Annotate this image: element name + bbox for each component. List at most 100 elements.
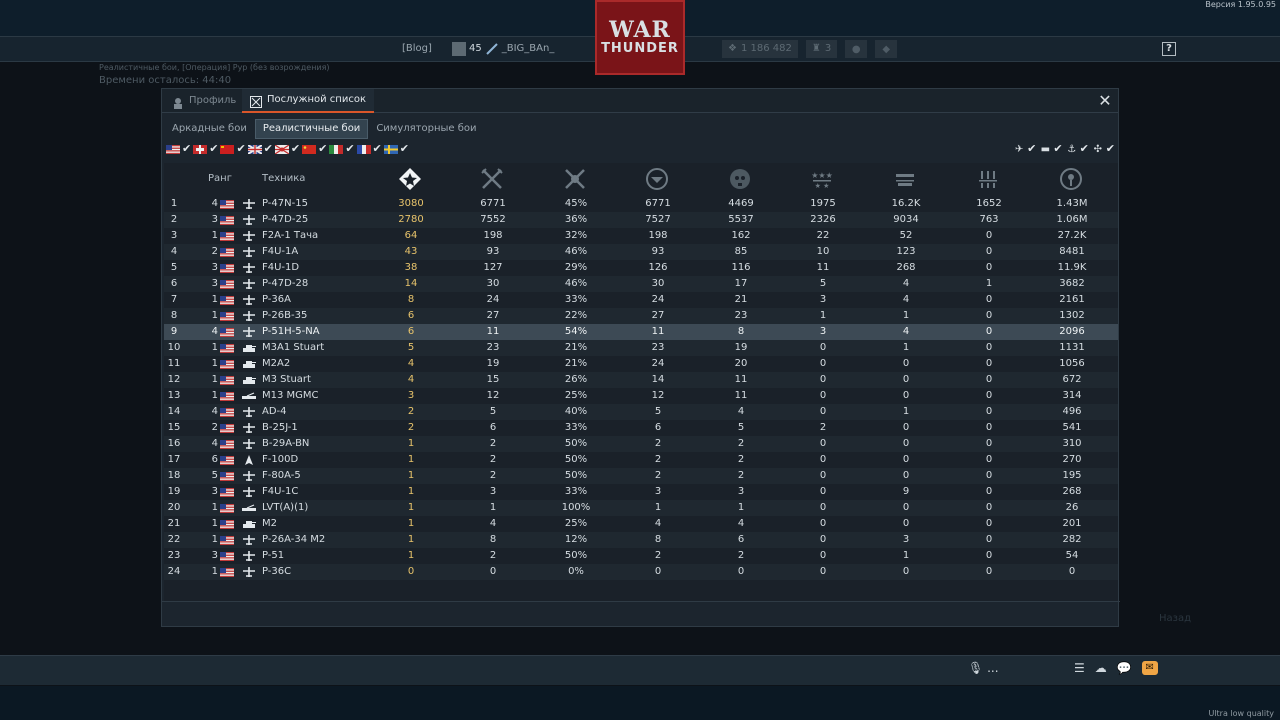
war-thunder-logo[interactable]: WAR THUNDER — [595, 0, 685, 75]
vehicle-name[interactable]: AD-4 — [262, 406, 287, 417]
aircraft-icon[interactable]: ✈ — [1014, 143, 1024, 155]
table-row[interactable]: 21 1 M2 1 4 25% 4 4 0 0 0 201 — [164, 516, 1118, 532]
china-flag-icon[interactable] — [302, 144, 317, 154]
table-row[interactable]: 14 4 AD-4 2 5 40% 5 4 0 1 0 496 — [164, 404, 1118, 420]
help-button[interactable]: ? — [1162, 42, 1176, 56]
aircraft-checkmark-icon[interactable]: ✔ — [1027, 142, 1037, 155]
naval-kills-icon[interactable] — [976, 167, 1000, 191]
vehicle-name[interactable]: P-26A-34 M2 — [262, 534, 326, 545]
table-row[interactable]: 12 1 M3 Stuart 4 15 26% 14 11 0 0 0 672 — [164, 372, 1118, 388]
tank-checkmark-icon[interactable]: ✔ — [1053, 142, 1063, 155]
germany-flag-icon[interactable] — [193, 144, 208, 154]
kills-icon[interactable] — [728, 167, 752, 191]
vehicle-name[interactable]: B-29A-BN — [262, 438, 310, 449]
back-link[interactable]: Назад — [1159, 613, 1192, 624]
italy-flag-icon[interactable] — [329, 144, 344, 154]
britain-checkmark-icon[interactable]: ✔ — [263, 142, 273, 155]
vehicle-name[interactable]: F-80A-5 — [262, 470, 301, 481]
vehicle-name[interactable]: M2 — [262, 518, 277, 529]
vehicle-name[interactable]: M2A2 — [262, 358, 291, 369]
shop-icon[interactable]: ◆ — [875, 40, 898, 58]
table-row[interactable]: 16 4 B-29A-BN 1 2 50% 2 2 0 0 0 310 — [164, 436, 1118, 452]
france-flag-icon[interactable] — [356, 144, 371, 154]
vehicle-name[interactable]: P-26B-35 — [262, 310, 308, 321]
win-rate-icon[interactable] — [563, 167, 587, 191]
italy-checkmark-icon[interactable]: ✔ — [345, 142, 355, 155]
deaths-icon[interactable] — [645, 167, 669, 191]
col-vehicle-header[interactable]: Техника — [262, 173, 306, 184]
ship-icon[interactable]: ⚓ — [1067, 143, 1077, 155]
close-button[interactable]: ✕ — [1098, 91, 1112, 110]
table-row[interactable]: 5 3 F4U-1D 38 127 29% 126 116 11 268 0 11.9K — [164, 260, 1118, 276]
mail-icon[interactable]: ✉ — [1141, 661, 1158, 675]
vehicle-name[interactable]: P-51 — [262, 550, 285, 561]
ground-kills-icon[interactable] — [893, 167, 917, 191]
voice-chat[interactable]: 🎙 ... — [968, 661, 999, 675]
vehicle-name[interactable]: M3A1 Stuart — [262, 342, 325, 353]
list-icon[interactable]: ☰ — [1074, 661, 1085, 675]
vehicle-name[interactable]: P-51H-5-NA — [262, 326, 320, 337]
table-row[interactable]: 23 3 P-51 1 2 50% 2 2 0 1 0 54 — [164, 548, 1118, 564]
table-row[interactable]: 18 5 F-80A-5 1 2 50% 2 2 0 0 0 195 — [164, 468, 1118, 484]
table-row[interactable]: 20 1 LVT(A)(1) 1 1 100% 1 1 0 0 0 26 — [164, 500, 1118, 516]
table-row[interactable]: 11 1 M2A2 4 19 21% 24 20 0 0 0 1056 — [164, 356, 1118, 372]
table-row[interactable]: 13 1 M13 MGMC 3 12 25% 12 11 0 0 0 314 — [164, 388, 1118, 404]
vehicle-name[interactable]: M3 Stuart — [262, 374, 311, 385]
britain-flag-icon[interactable] — [247, 144, 262, 154]
table-row[interactable]: 6 3 P-47D-28 14 30 46% 30 17 5 4 1 3682 — [164, 276, 1118, 292]
helicopter-checkmark-icon[interactable]: ✔ — [1105, 142, 1115, 155]
col-rank-header[interactable]: Ранг — [208, 173, 232, 184]
pin-icon[interactable]: ● — [845, 40, 868, 58]
helicopter-icon[interactable]: ✣ — [1093, 143, 1102, 155]
tank-icon[interactable]: ▬ — [1040, 143, 1051, 155]
vehicle-name[interactable]: P-47D-25 — [262, 214, 309, 225]
tab-realistic[interactable]: Реалистичные бои — [254, 119, 369, 139]
ussr-checkmark-icon[interactable]: ✔ — [236, 142, 246, 155]
victories-icon[interactable] — [398, 167, 422, 191]
table-row[interactable]: 9 4 P-51H-5-NA 6 11 54% 11 8 3 4 0 2096 — [164, 324, 1118, 340]
tab-service-record[interactable]: Послужной список — [242, 89, 374, 113]
table-row[interactable]: 4 2 F4U-1A 43 93 46% 93 85 10 123 0 8481 — [164, 244, 1118, 260]
blog-link[interactable]: [Blog] — [402, 43, 432, 54]
air-kills-icon[interactable]: ★★★ ★ ★ — [810, 167, 834, 191]
vehicle-name[interactable]: P-36A — [262, 294, 291, 305]
chat-icon[interactable]: 💬 — [1116, 661, 1132, 675]
vehicle-name[interactable]: F4U-1D — [262, 262, 300, 273]
vehicle-name[interactable]: P-36C — [262, 566, 292, 577]
table-row[interactable]: 10 1 M3A1 Stuart 5 23 21% 23 19 0 1 0 1131 — [164, 340, 1118, 356]
japan-checkmark-icon[interactable]: ✔ — [290, 142, 301, 155]
player-info[interactable]: 45 _BIG_BAn_ — [452, 40, 554, 58]
japan-flag-icon[interactable] — [274, 144, 289, 154]
china-checkmark-icon[interactable]: ✔ — [318, 142, 328, 155]
table-row[interactable]: 19 3 F4U-1C 1 3 33% 3 3 0 9 0 268 — [164, 484, 1118, 500]
vehicle-name[interactable]: F4U-1C — [262, 486, 299, 497]
table-row[interactable]: 1 4 P-47N-15 3080 6771 45% 6771 4469 1975 16.2K 16… — [164, 196, 1118, 212]
table-row[interactable]: 17 6 F-100D 1 2 50% 2 2 0 0 0 270 — [164, 452, 1118, 468]
silver-lions[interactable]: ❖ 1 186 482 — [722, 40, 798, 58]
france-checkmark-icon[interactable]: ✔ — [372, 142, 382, 155]
sweden-flag-icon[interactable] — [383, 144, 398, 154]
table-row[interactable]: 24 1 P-36C 0 0 0% 0 0 0 0 0 0 — [164, 564, 1118, 580]
vehicle-name[interactable]: F2A-1 Тача — [262, 230, 319, 241]
table-row[interactable]: 8 1 P-26B-35 6 27 22% 27 23 1 1 0 1302 — [164, 308, 1118, 324]
score-icon[interactable] — [1059, 167, 1083, 191]
usa-checkmark-icon[interactable]: ✔ — [182, 142, 192, 155]
vehicle-name[interactable]: F4U-1A — [262, 246, 299, 257]
vehicle-name[interactable]: LVT(A)(1) — [262, 502, 309, 513]
tab-simulator[interactable]: Симуляторные бои — [376, 123, 477, 134]
squad-icon[interactable]: ☁ — [1094, 661, 1107, 675]
table-row[interactable]: 15 2 B-25J-1 2 6 33% 6 5 2 0 0 541 — [164, 420, 1118, 436]
vehicle-name[interactable]: P-47D-28 — [262, 278, 309, 289]
sweden-checkmark-icon[interactable]: ✔ — [399, 142, 409, 155]
table-row[interactable]: 22 1 P-26A-34 M2 1 8 12% 8 6 0 3 0 282 — [164, 532, 1118, 548]
tab-arcade[interactable]: Аркадные бои — [172, 123, 247, 134]
vehicle-name[interactable]: F-100D — [262, 454, 299, 465]
vehicle-name[interactable]: B-25J-1 — [262, 422, 298, 433]
germany-checkmark-icon[interactable]: ✔ — [209, 142, 219, 155]
squadron-counter[interactable]: ♜ 3 — [805, 40, 838, 58]
table-row[interactable]: 7 1 P-36A 8 24 33% 24 21 3 4 0 2161 — [164, 292, 1118, 308]
ussr-flag-icon[interactable] — [220, 144, 235, 154]
ship-checkmark-icon[interactable]: ✔ — [1079, 142, 1089, 155]
vehicle-name[interactable]: M13 MGMC — [262, 390, 319, 401]
missions-icon[interactable] — [480, 167, 504, 191]
